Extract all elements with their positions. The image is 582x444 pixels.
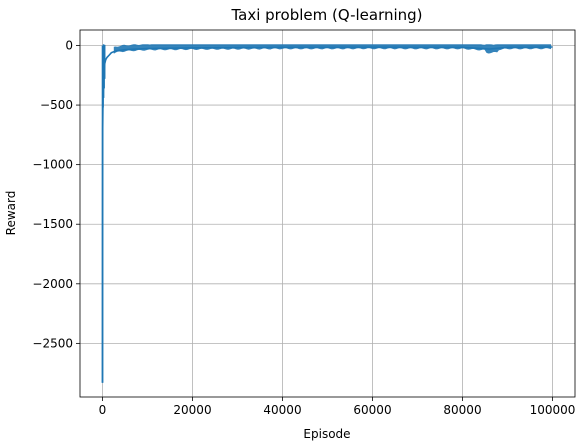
series-line	[101, 46, 553, 383]
y-tick-label: −1000	[32, 158, 73, 172]
x-tick-label: 80000	[443, 403, 481, 417]
plot-frame	[79, 29, 576, 398]
x-tick-label: 0	[99, 403, 107, 417]
y-tick-label: 0	[65, 38, 73, 52]
y-tick-label: −2000	[32, 277, 73, 291]
grid	[80, 30, 575, 397]
y-tick-label: −500	[40, 98, 73, 112]
chart-title: Taxi problem (Q-learning)	[230, 6, 422, 24]
y-axis-label: Reward	[4, 191, 18, 236]
x-tick-label: 100000	[530, 403, 576, 417]
x-tick-label: 20000	[173, 403, 211, 417]
x-axis-label: Episode	[303, 427, 350, 441]
ticks: 0 20000 40000 60000 80000 100000 0 −500 −1000 −15…	[32, 38, 575, 417]
y-tick-label: −2500	[32, 336, 73, 350]
x-tick-label: 60000	[353, 403, 391, 417]
x-tick-label: 40000	[263, 403, 301, 417]
y-tick-label: −1500	[32, 217, 73, 231]
data-layer	[101, 44, 553, 383]
